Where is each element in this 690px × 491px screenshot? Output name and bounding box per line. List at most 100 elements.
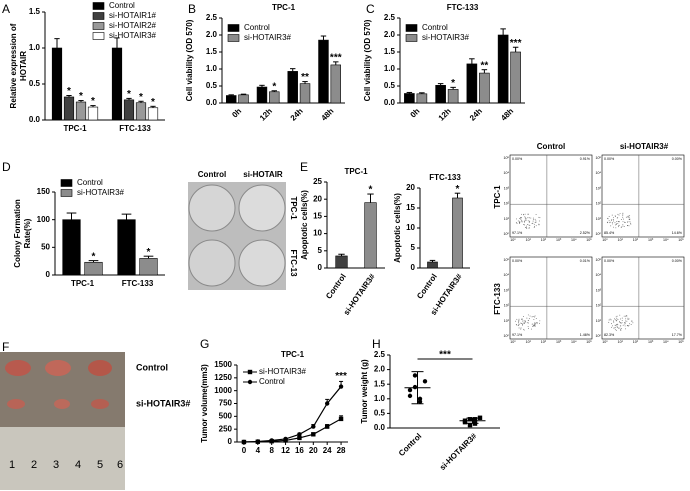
x-tick-label: 12 [281,446,290,455]
flow-y-tick-label: 10⁰ [504,232,510,236]
data-point [324,424,330,429]
bar [135,102,147,121]
event-dot [521,220,523,222]
panel-letter: C [366,2,375,16]
event-dot [520,218,522,220]
y-tick-label: 2.0 [374,365,386,374]
event-dot [522,318,524,320]
x-tick-label: 4 [256,446,261,455]
event-dot [610,326,612,328]
event-dot [522,324,523,326]
bar [256,86,268,104]
event-dot [522,323,524,325]
event-dot [525,225,527,227]
event-dot [530,217,532,219]
bar [497,34,509,104]
bar [404,93,415,104]
event-dot [538,216,540,218]
flow-x-tick-label: 10⁴ [571,238,577,242]
flow-x-tick-label: 10³ [648,238,654,242]
y-axis-label: Cell viability (OD 570) [363,19,372,101]
y-tick-label: 5 [318,246,323,255]
x-tick-label: 24h [468,106,484,122]
event-dot [517,220,519,222]
event-dot [613,327,615,329]
quadrant-percent: 14.6% [672,231,683,235]
event-dot [614,215,616,217]
tumor [88,360,112,376]
x-tick-label: 48h [499,106,515,122]
y-tick-label: 10 [313,229,322,238]
flow-x-tick-label: 10³ [556,238,562,242]
event-dot [611,219,613,221]
event-dot [539,217,541,219]
quadrant-percent: 0.00% [604,157,615,161]
flow-y-tick-label: 10² [504,304,510,308]
event-dot [622,215,624,217]
ruler-number: 1 [9,459,15,471]
y-tick-label: 2.5 [206,13,218,22]
event-dot [619,325,621,327]
event-dot [614,319,616,321]
event-dot [612,219,614,221]
y-tick-label: 20 [406,183,415,192]
event-dot [620,322,622,324]
flow-y-tick-label: 10³ [596,288,602,292]
event-dot [617,213,619,215]
event-dot [515,222,517,224]
event-dot [612,325,613,327]
chart-title: TPC-1 [281,350,305,359]
flow-x-tick-label: 10² [541,238,547,242]
x-tick-label: 0h [230,106,243,119]
bar [117,219,136,276]
data-point [241,439,247,445]
y-tick-label: 1250 [214,373,232,382]
event-dot [521,323,523,324]
y-tick-label: 10 [406,223,415,232]
ruler-number: 6 [117,459,123,471]
legend-swatch [60,189,73,197]
plate [238,184,286,232]
bar [416,93,428,104]
legend-swatch [92,12,105,20]
x-tick-label: TPC-1 [63,124,87,133]
significance: * [147,247,151,258]
bar [147,107,159,121]
event-dot [535,220,537,222]
flow-x-tick-label: 10¹ [526,340,532,344]
y-tick-label: 150 [37,187,51,196]
x-tick-label: FTC-133 [122,279,154,288]
y-tick-label: 250 [219,424,233,433]
event-dot [524,322,525,324]
event-dot [523,223,524,225]
event-dot [630,320,632,322]
event-dot [610,221,612,223]
event-dot [614,329,616,331]
panel-letter: E [300,160,308,174]
data-point [467,417,473,422]
event-dot [613,220,615,222]
flow-y-tick-label: 10¹ [596,217,602,221]
y-tick-label: 1.5 [29,7,41,16]
quadrant-percent: 0.00% [604,259,615,263]
data-point [422,379,428,384]
ruler-number: 4 [75,459,81,471]
legend-label: si-HOTAIR3# [259,367,307,376]
y-tick-label: 1000 [214,386,232,395]
x-tick-label: 12h [258,106,274,122]
bar [269,91,280,104]
legend-swatch [92,22,105,30]
x-tick-label: 16 [295,446,304,455]
legend-label: si-HOTAIR3# [109,31,157,40]
data-point [297,435,302,441]
data-point [311,424,316,429]
legend-swatch [92,32,105,40]
event-dot [526,227,528,228]
event-dot [532,222,534,224]
bar [435,85,446,104]
event-dot [625,315,627,317]
event-dot [607,217,609,219]
data-point [338,416,344,422]
bar [287,71,298,104]
tumor-label: si-HOTAIR3# [136,398,190,408]
